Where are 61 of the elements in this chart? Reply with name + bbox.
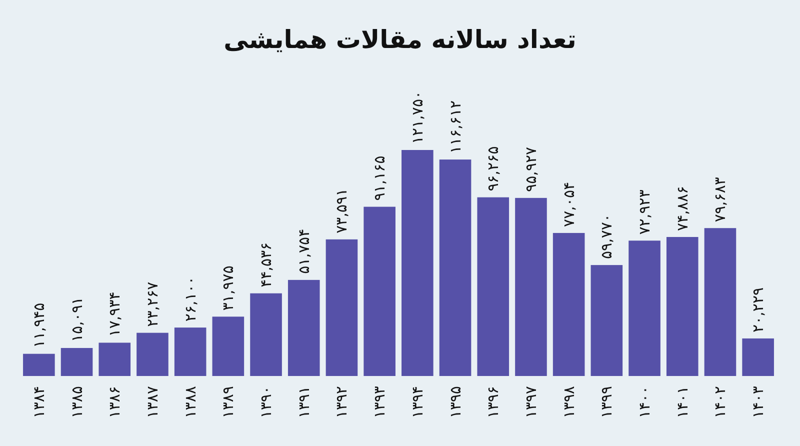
bar xyxy=(288,280,320,376)
x-tick-label: ۱۴۰۱ xyxy=(673,386,692,418)
bar xyxy=(212,316,244,376)
bar xyxy=(23,354,55,376)
bar xyxy=(250,293,282,376)
x-tick-label: ۱۳۹۰ xyxy=(257,386,276,418)
data-label: ۷۳,۵۹۱ xyxy=(332,188,351,234)
bar xyxy=(552,232,585,376)
x-tick-label: ۱۳۸۴ xyxy=(30,386,48,418)
data-label: ۷۷,۰۵۴ xyxy=(560,182,578,227)
bar xyxy=(326,239,358,376)
data-label: ۷۹,۶۸۳ xyxy=(711,177,730,222)
data-label: ۱۱۶,۶۱۲ xyxy=(446,100,464,154)
data-label: ۱۷,۹۳۴ xyxy=(106,292,124,337)
bar xyxy=(402,150,434,376)
x-tick-label: ۱۳۸۸ xyxy=(181,386,200,418)
data-label: ۹۵,۹۲۷ xyxy=(522,146,540,192)
data-label: ۱۵,۰۹۱ xyxy=(68,296,86,342)
x-tick-label: ۱۴۰۳ xyxy=(749,386,768,418)
bar xyxy=(704,228,736,376)
bar xyxy=(515,198,547,376)
bar xyxy=(174,328,206,376)
bar xyxy=(590,265,623,376)
x-tick-label: ۱۳۹۱ xyxy=(294,386,313,418)
bar xyxy=(666,236,698,376)
bar xyxy=(98,342,131,376)
bar xyxy=(628,240,660,376)
data-label: ۷۴,۸۸۶ xyxy=(673,186,692,231)
x-tick-label: ۱۳۹۳ xyxy=(370,386,389,418)
data-label: ۵۹,۷۷۰ xyxy=(598,214,616,260)
x-tick-label: ۱۳۸۷ xyxy=(143,386,162,418)
x-tick-label: ۱۳۹۲ xyxy=(332,386,351,418)
x-tick-label: ۱۳۹۷ xyxy=(522,386,540,418)
data-label: ۹۶,۲۶۵ xyxy=(484,146,502,192)
bar xyxy=(477,197,510,376)
x-tick-label: ۱۴۰۰ xyxy=(636,386,654,418)
data-label: ۲۳,۲۶۷ xyxy=(143,282,162,327)
x-tick-label: ۱۳۹۶ xyxy=(484,386,502,418)
data-label: ۹۱,۱۶۵ xyxy=(370,156,389,201)
x-tick-label: ۱۳۸۹ xyxy=(219,386,238,418)
data-label: ۳۱,۹۷۵ xyxy=(219,266,238,311)
data-label: ۱۲۱,۷۵۰ xyxy=(408,90,426,144)
x-tick-label: ۱۳۸۵ xyxy=(68,386,86,418)
data-label: ۷۲,۹۲۳ xyxy=(636,190,654,235)
bar xyxy=(439,160,472,376)
chart-title: تعداد سالانه مقالات همایشی xyxy=(224,25,576,54)
bar xyxy=(364,206,396,376)
data-label: ۴۴,۵۳۶ xyxy=(257,242,276,288)
x-tick-label: ۱۳۹۸ xyxy=(560,386,578,418)
bar xyxy=(136,332,168,376)
x-tick-label: ۱۳۹۵ xyxy=(446,386,464,418)
data-label: ۱۱,۹۴۵ xyxy=(30,302,48,348)
bar xyxy=(60,348,93,376)
data-label: ۲۶,۱۰۰ xyxy=(181,276,200,322)
bar xyxy=(742,338,774,376)
x-tick-label: ۱۳۹۴ xyxy=(408,386,426,418)
x-tick-label: ۱۴۰۲ xyxy=(711,386,730,418)
x-tick-label: ۱۳۹۹ xyxy=(598,386,616,418)
data-label: ۵۱,۷۵۴ xyxy=(294,228,313,274)
x-tick-label: ۱۳۸۶ xyxy=(106,386,124,418)
data-label: ۲۰,۲۲۹ xyxy=(749,287,768,332)
